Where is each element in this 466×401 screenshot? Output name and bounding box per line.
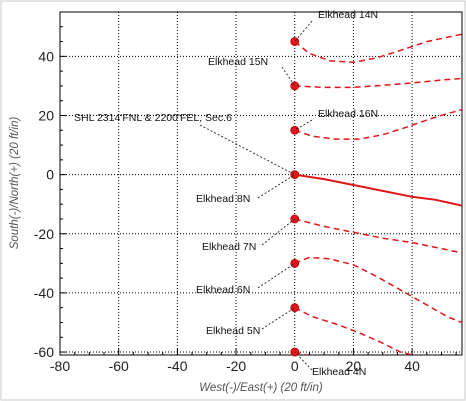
annotations: Elkhead 14N Elkhead 15N Elkhead 16N SHL 231… (74, 9, 378, 378)
annotation-label: Elkhead 7N (202, 241, 256, 253)
well-path-6n (294, 256, 462, 324)
annotation-label: Elkhead 5N (206, 325, 260, 337)
x-tick-labels: -80 -60 -40 -20 0 20 40 (50, 358, 420, 374)
annotation-leader-line (261, 218, 296, 246)
annotation-label: Elkhead 8N (196, 193, 250, 205)
annotation-label: SHL 2314'FNL & 2200'FEL, Sec.6 (74, 112, 232, 124)
well-heel-marker (290, 303, 300, 313)
series-group (294, 33, 462, 355)
annotation-label: Elkhead 16N (318, 108, 378, 120)
x-tick-label: -40 (167, 358, 187, 374)
annotation-label: Elkhead 14N (318, 9, 378, 21)
x-tick-label: -60 (109, 358, 129, 374)
y-tick-labels: 40 20 0 -20 -40 -60 (34, 48, 54, 360)
annotation-leader-line (199, 124, 295, 176)
y-tick-label: 0 (46, 167, 54, 183)
well-path-8n (294, 173, 462, 207)
x-tick-label: 40 (404, 358, 420, 374)
leader-lines (199, 20, 313, 371)
x-tick-label: -20 (226, 358, 246, 374)
well-path-7n (294, 218, 462, 254)
y-tick-label: -60 (34, 344, 54, 360)
well-path-14n (294, 33, 462, 64)
annotation-leader-line (257, 262, 295, 289)
y-axis-title: South(-)/North(+) (20 ft/in) (9, 117, 21, 250)
annotation-leader-line (257, 174, 295, 199)
well-heel-marker (290, 81, 300, 91)
y-tick-label: 20 (38, 107, 54, 123)
x-tick-label: 0 (291, 358, 299, 374)
x-tick-label: -80 (50, 358, 70, 374)
annotation-leader-line (294, 119, 313, 131)
annotation-label: Elkhead 4N (312, 366, 366, 378)
annotation-leader-line (294, 20, 313, 42)
annotation-label: Elkhead 6N (196, 284, 250, 296)
y-tick-label: -20 (34, 226, 54, 242)
plot-area (60, 12, 462, 355)
annotation-leader-line (294, 351, 313, 371)
well-path-16n (294, 108, 462, 140)
well-path-5n (294, 307, 413, 355)
series-layer (290, 33, 462, 357)
x-tick-label: 20 (346, 358, 362, 374)
well-heel-marker (290, 170, 300, 180)
annotation-leader-line (261, 307, 295, 330)
y-tick-label: -40 (34, 285, 54, 301)
annotation-label: Elkhead 15N (208, 56, 268, 68)
x-axis-title: West(-)/East(+) (20 ft/in) (199, 382, 323, 394)
plot-border (59, 11, 463, 356)
gridlines (59, 11, 462, 355)
y-tick-label: 40 (38, 48, 54, 64)
